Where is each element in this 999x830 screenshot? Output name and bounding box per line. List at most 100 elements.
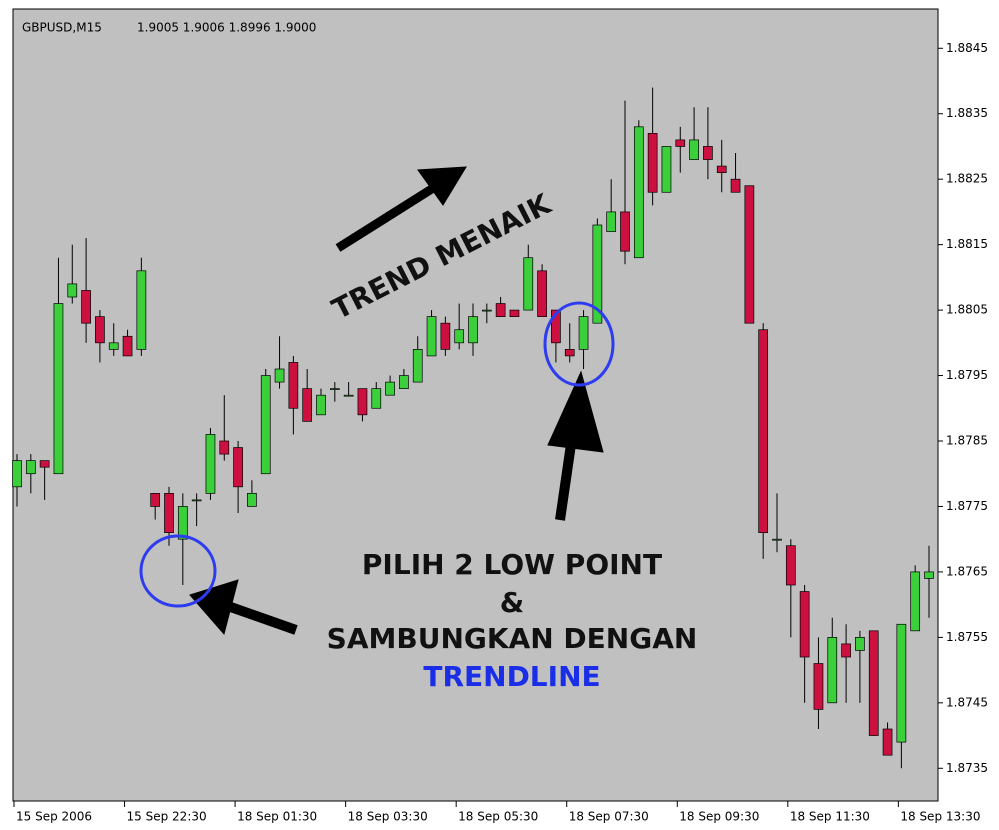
plot-area — [12, 8, 939, 802]
y-tick-label: 1.8735 — [946, 761, 988, 775]
candle-body — [620, 211, 630, 252]
candle-body — [164, 493, 174, 533]
candle-body — [564, 349, 575, 357]
y-tick-label: 1.8755 — [946, 630, 988, 644]
y-tick-label: 1.8765 — [946, 564, 988, 578]
arrow — [223, 600, 298, 635]
candle-body — [233, 447, 243, 488]
candle-body — [122, 335, 133, 357]
candle-body — [785, 545, 796, 586]
highlight-circle — [543, 301, 615, 387]
candle-body — [882, 728, 893, 756]
candle-body — [744, 185, 755, 324]
candle-body — [440, 322, 451, 350]
candle-body — [716, 165, 727, 173]
y-tick-label: 1.8785 — [946, 434, 988, 448]
candle-body — [633, 126, 644, 259]
arrow — [335, 181, 441, 252]
annotation: SAMBUNGKAN DENGAN — [327, 622, 698, 655]
candle-body — [288, 362, 299, 409]
arrow-head — [189, 579, 239, 636]
x-tick-label: 15 Sep 22:30 — [127, 810, 207, 824]
candle-body — [772, 538, 782, 541]
candle-body — [454, 329, 465, 344]
ohlc-header: 1.9005 1.9006 1.8996 1.9000 — [137, 21, 316, 35]
candles — [12, 87, 934, 769]
symbol: GBPUSD,M15 — [22, 21, 102, 35]
candle-body — [39, 460, 50, 468]
candle-body — [53, 303, 64, 475]
candle-body — [813, 663, 824, 710]
candle-body — [523, 257, 534, 311]
candle-body — [495, 303, 506, 317]
candle-body — [868, 630, 879, 736]
x-tick-label: 18 Sep 13:30 — [900, 810, 980, 824]
candle-body — [910, 571, 921, 632]
annotation: TRENDLINE — [423, 660, 600, 693]
candle-body — [343, 394, 354, 397]
candle-body — [675, 139, 686, 147]
candle-body — [661, 146, 672, 193]
y-tick-label: 1.8775 — [946, 499, 988, 513]
candle-body — [855, 637, 865, 651]
candle-body — [205, 434, 216, 494]
candle-body — [136, 270, 147, 350]
candle-body — [509, 309, 520, 317]
candle-body — [12, 460, 22, 488]
candle-body — [468, 316, 478, 344]
candle-body — [371, 388, 382, 409]
candle-body — [924, 571, 934, 579]
candle-body — [578, 316, 589, 350]
candle-body — [537, 270, 547, 317]
candle-body — [95, 316, 105, 344]
arrows — [189, 166, 604, 636]
candle-body — [426, 316, 437, 357]
candle-body — [730, 178, 741, 193]
y-tick-label: 1.8825 — [946, 172, 988, 186]
y-tick-label: 1.8815 — [946, 237, 988, 251]
candle-body — [385, 381, 395, 396]
candle-body — [799, 591, 810, 658]
arrow-head — [547, 370, 604, 453]
x-tick-label: 18 Sep 01:30 — [237, 810, 317, 824]
candle-body — [357, 388, 368, 416]
highlight-circle — [139, 534, 217, 608]
candle-body — [758, 329, 769, 533]
candle-body — [827, 637, 838, 704]
x-tick-label: 18 Sep 03:30 — [348, 810, 428, 824]
candle-body — [841, 643, 851, 658]
y-tick-label: 1.8745 — [946, 695, 988, 709]
candle-body — [81, 290, 91, 324]
y-tick-label: 1.8795 — [946, 368, 988, 382]
candle-body — [399, 375, 409, 389]
candle-body — [689, 139, 699, 160]
annotation: & — [500, 586, 524, 619]
candle-body — [274, 368, 285, 383]
candle-body — [219, 440, 230, 455]
candle-body — [896, 623, 907, 743]
candle-body — [647, 133, 658, 193]
y-tick-label: 1.8845 — [946, 41, 988, 55]
candle-body — [316, 394, 326, 416]
candle-body — [606, 211, 617, 232]
candle-body — [412, 349, 423, 383]
candle-body — [551, 309, 561, 344]
candle-body — [177, 506, 188, 540]
x-tick-label: 18 Sep 07:30 — [569, 810, 649, 824]
candle-body — [247, 493, 257, 507]
x-tick-label: 18 Sep 09:30 — [679, 810, 759, 824]
candle-body — [191, 499, 202, 502]
x-tick-label: 18 Sep 05:30 — [458, 810, 538, 824]
arrow-head — [417, 166, 467, 206]
candle-body — [592, 224, 603, 324]
candle-body — [481, 309, 492, 312]
candle-body — [67, 283, 78, 298]
candle-body — [108, 342, 119, 350]
candle-body — [150, 493, 161, 507]
x-tick-label: 15 Sep 2006 — [16, 810, 92, 824]
candle-body — [260, 375, 271, 475]
y-tick-label: 1.8805 — [946, 303, 988, 317]
annotation: PILIH 2 LOW POINT — [362, 548, 662, 581]
x-tick-label: 18 Sep 11:30 — [790, 810, 870, 824]
